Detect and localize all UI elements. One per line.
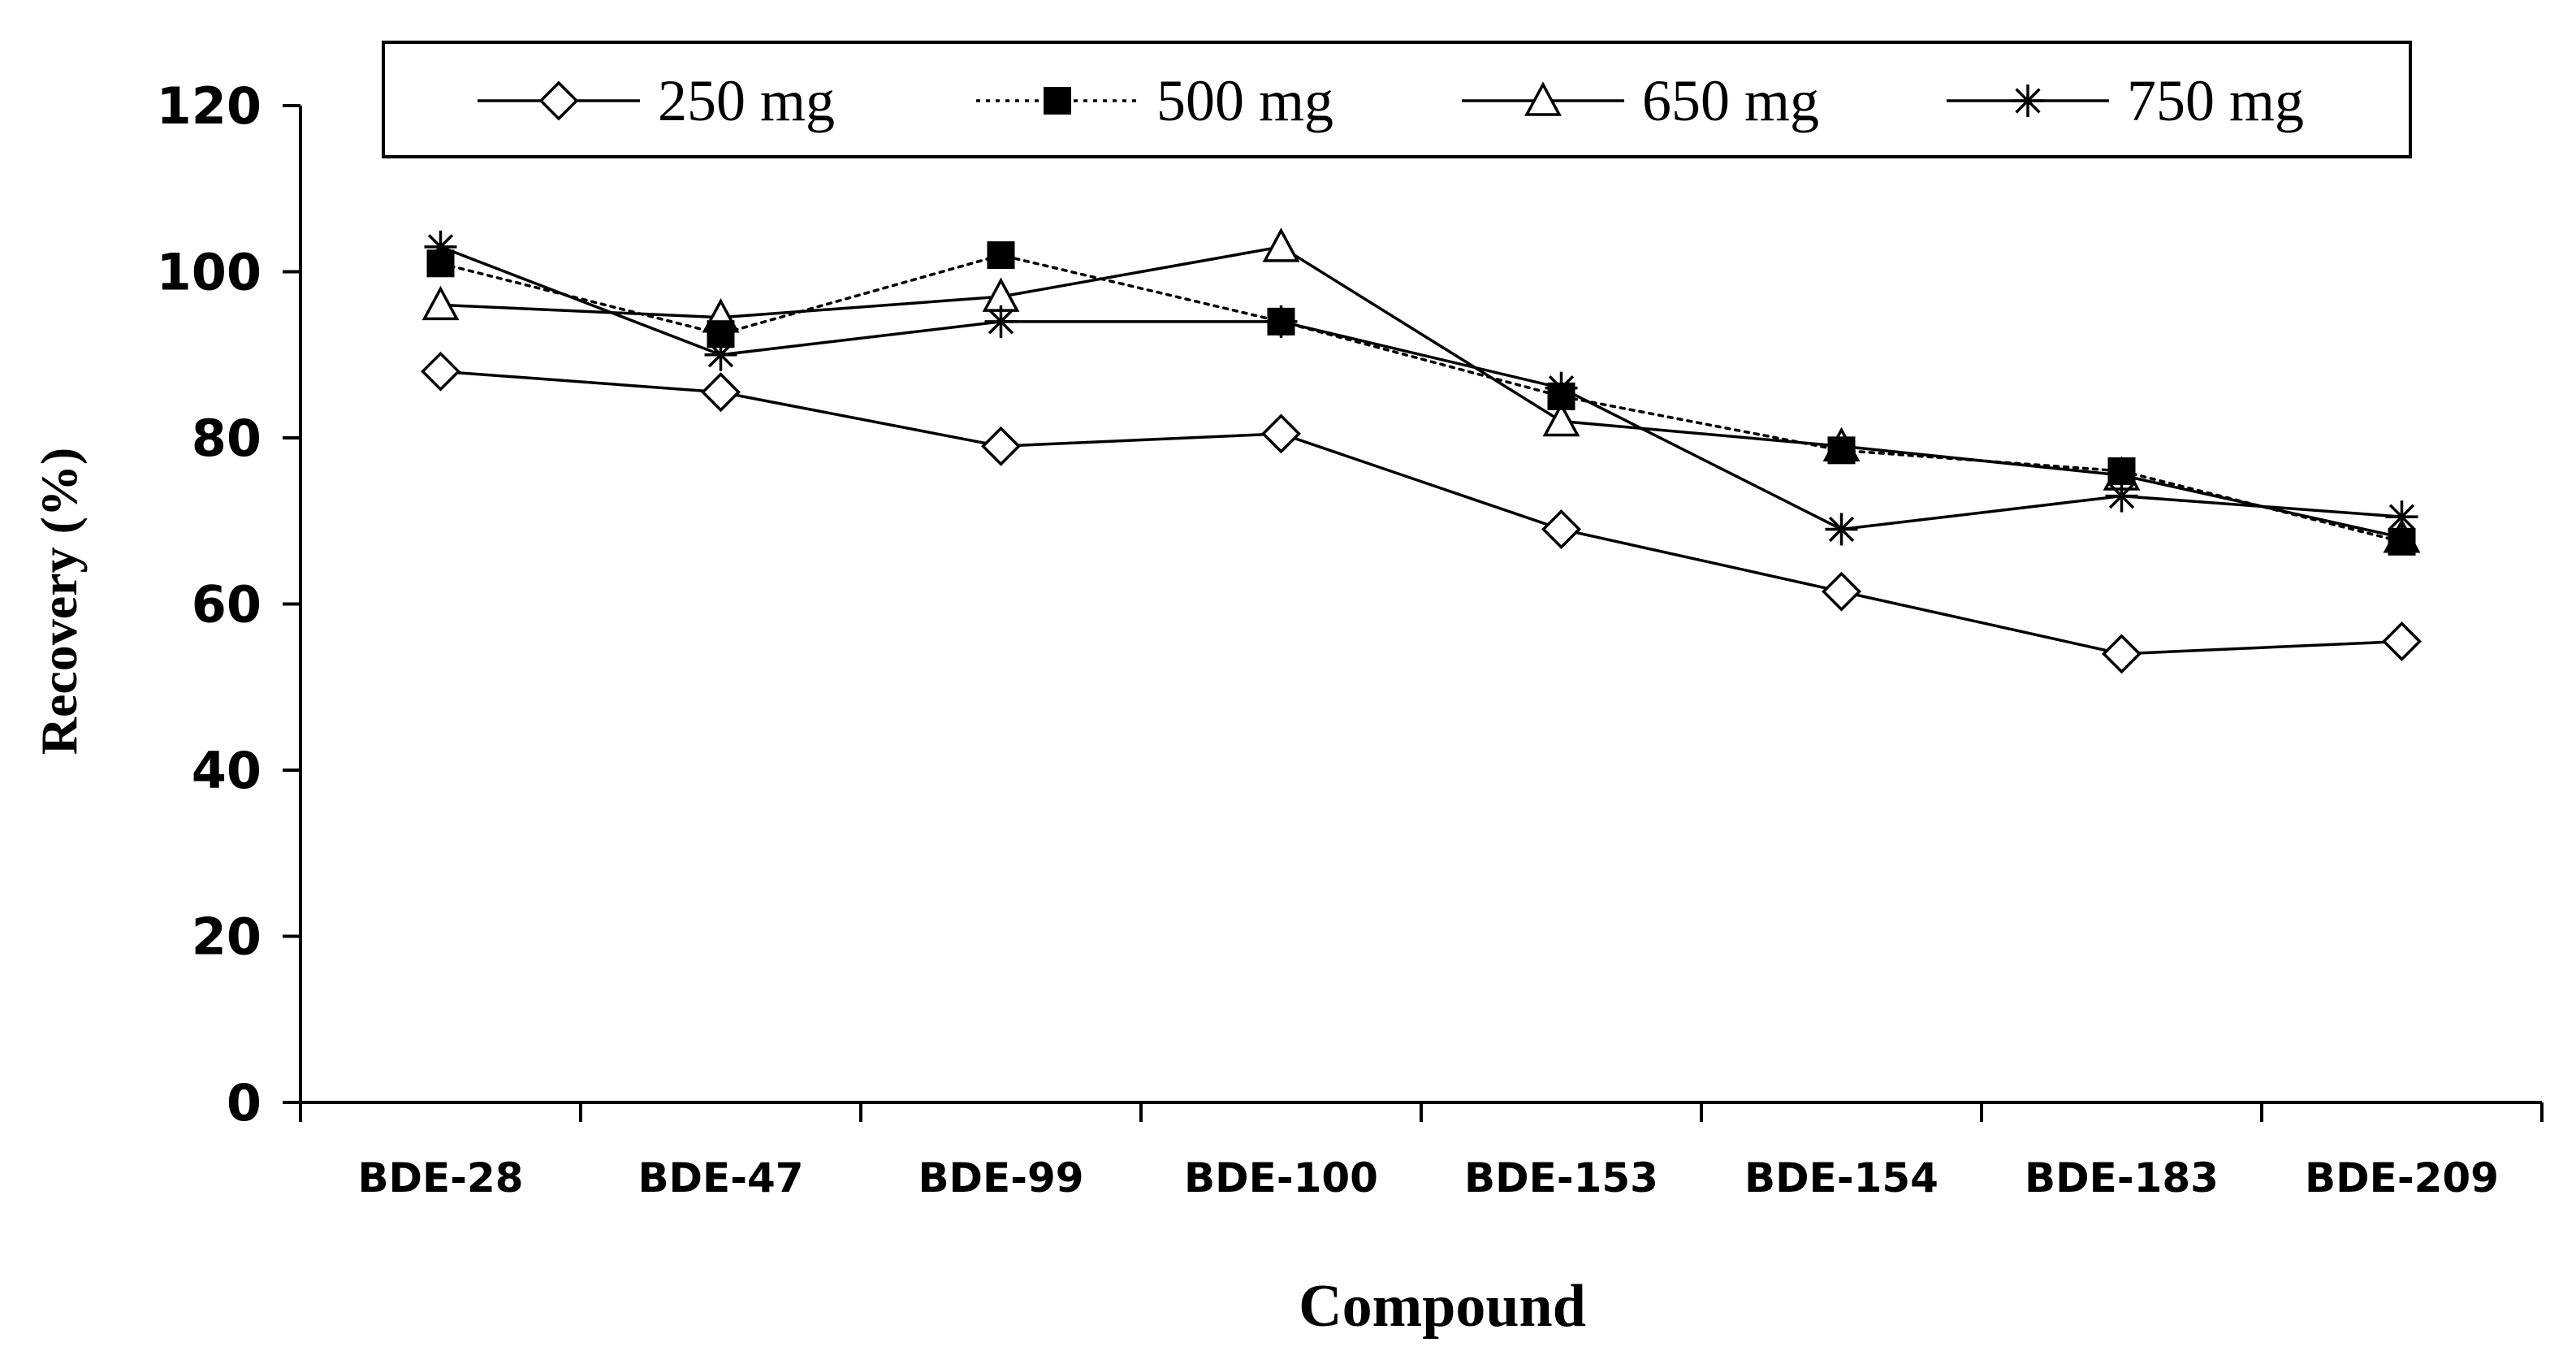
x-tick-label: BDE-183 [2025, 1154, 2219, 1202]
y-tick-label: 0 [227, 1073, 261, 1132]
point-500-mg-BDE-99 [987, 241, 1015, 270]
legend-label-650-mg: 650 mg [1642, 68, 1819, 133]
point-750-mg-BDE-154 [1825, 513, 1858, 546]
x-tick-label: BDE-154 [1744, 1154, 1938, 1202]
point-650-mg-BDE-28 [421, 285, 460, 321]
legend-marker-750-mg [2012, 84, 2044, 117]
legend-entry-750-mg: 750 mg [1947, 68, 2304, 133]
point-500-mg-BDE-28 [426, 249, 455, 278]
point-650-mg-BDE-100 [1262, 227, 1300, 262]
x-tick-label: BDE-100 [1184, 1154, 1378, 1202]
x-tick-label: BDE-209 [2305, 1154, 2499, 1202]
legend-marker-500-mg [1044, 87, 1071, 115]
series-line-750-mg [439, 245, 2404, 531]
y-axis-ticks: 0 20 40 60 80 100 120 [157, 76, 300, 1132]
point-250-mg-BDE-47 [701, 372, 741, 413]
y-tick-label: 120 [157, 76, 261, 136]
legend-entry-650-mg: 650 mg [1462, 68, 1819, 133]
legend-label-750-mg: 750 mg [2127, 68, 2304, 133]
series-500-mg [426, 241, 2416, 556]
point-500-mg-BDE-47 [707, 320, 735, 349]
point-500-mg-BDE-183 [2107, 457, 2136, 485]
point-500-mg-BDE-153 [1547, 382, 1575, 410]
y-tick-label: 40 [192, 741, 261, 800]
x-tick-label: BDE-28 [357, 1154, 523, 1202]
legend-label-250-mg: 250 mg [658, 68, 835, 133]
x-tick-label: BDE-153 [1464, 1154, 1658, 1202]
point-250-mg-BDE-153 [1541, 509, 1581, 549]
series-line-250-mg [439, 370, 2404, 656]
x-axis-title: Compound [1299, 1273, 1586, 1340]
point-250-mg-BDE-28 [421, 351, 460, 392]
series-line-500-mg [439, 253, 2404, 543]
series-line-650-mg [439, 245, 2404, 539]
y-tick-label: 20 [192, 907, 261, 967]
point-750-mg-BDE-209 [2385, 500, 2418, 534]
point-650-mg-BDE-153 [1542, 401, 1580, 437]
y-tick-label: 60 [192, 575, 261, 634]
y-axis-title: Recovery (%) [30, 448, 88, 755]
x-tick-label: BDE-47 [638, 1154, 803, 1202]
legend-entry-250-mg: 250 mg [478, 68, 835, 133]
point-250-mg-BDE-183 [2102, 634, 2142, 674]
point-250-mg-BDE-154 [1822, 571, 1861, 612]
point-750-mg-BDE-183 [2105, 479, 2138, 513]
legend-marker-250-mg [538, 80, 579, 121]
point-250-mg-BDE-100 [1261, 414, 1301, 454]
legend: 250 mg 500 mg 650 mg 750 mg [382, 41, 2412, 158]
x-axis-ticks: BDE-28 BDE-47 BDE-99 BDE-100 BDE-153 BDE-154 B… [299, 1102, 2544, 1202]
y-tick-label: 80 [192, 409, 261, 468]
point-750-mg-BDE-99 [984, 305, 1018, 338]
legend-entry-500-mg: 500 mg [976, 68, 1333, 133]
series-250-mg [421, 351, 2422, 674]
point-250-mg-BDE-99 [981, 426, 1021, 466]
point-500-mg-BDE-209 [2388, 527, 2416, 556]
legend-marker-650-mg [1524, 81, 1562, 116]
point-500-mg-BDE-154 [1827, 436, 1856, 465]
point-250-mg-BDE-209 [2382, 621, 2422, 661]
series-layer [421, 227, 2422, 674]
point-500-mg-BDE-100 [1267, 307, 1295, 336]
y-tick-label: 100 [157, 243, 261, 302]
x-tick-label: BDE-99 [918, 1154, 1083, 1202]
legend-label-500-mg: 500 mg [1156, 68, 1333, 133]
